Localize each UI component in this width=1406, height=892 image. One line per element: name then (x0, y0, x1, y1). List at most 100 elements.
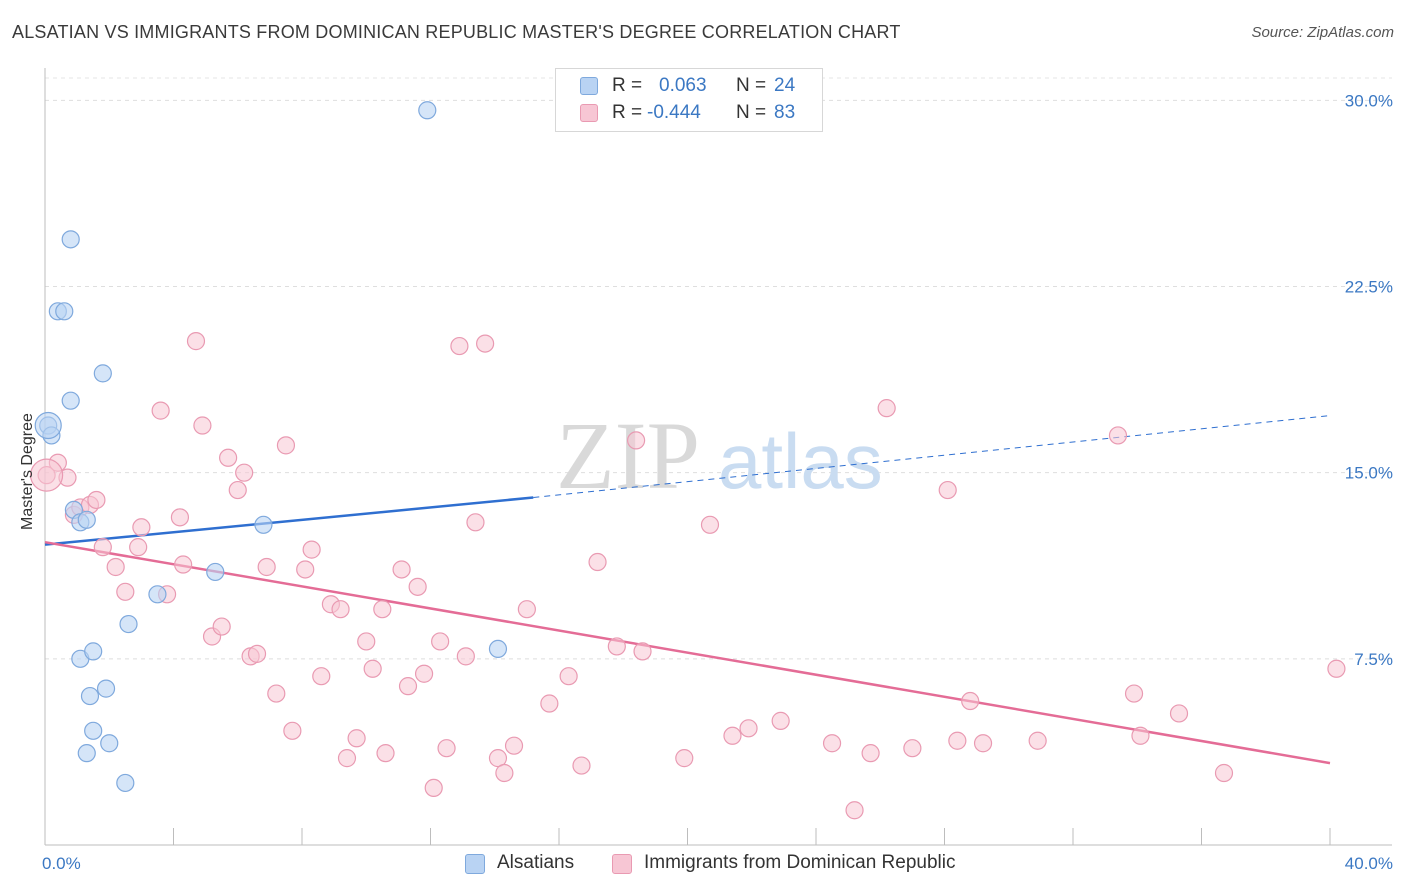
dominican-point (495, 763, 514, 783)
stats-box: R = 0.063 N = 24 R = -0.444 N = 83 (555, 68, 823, 132)
stats-r-value: -0.444 (647, 102, 701, 123)
dominican-point (357, 632, 376, 651)
dominican-point (700, 515, 720, 534)
y-axis-label: Master's Degree (19, 413, 36, 530)
dominican-point (1108, 426, 1128, 445)
dominican-point (228, 480, 247, 500)
stats-row-alsatians: R = 0.063 N = 24 (556, 73, 822, 99)
dominican-point (476, 334, 495, 353)
alsatian-point (148, 585, 167, 604)
data-points (30, 101, 1346, 820)
dominican-trend-line (44, 540, 1331, 765)
alsatian-point (77, 744, 96, 763)
legend-label: Immigrants from Dominican Republic (644, 852, 956, 873)
legend-swatch-pink (612, 854, 632, 874)
dominican-point (437, 739, 456, 758)
dominican-point (450, 336, 469, 356)
stats-r-value: 0.063 (659, 75, 707, 96)
dominican-point (235, 463, 254, 482)
dominican-point (106, 557, 125, 577)
y-tick-label: 7.5% (1354, 650, 1393, 669)
dominican-point (116, 582, 135, 601)
trend-lines (44, 415, 1331, 765)
legend-swatch-blue (465, 854, 485, 874)
axes (44, 68, 1392, 846)
watermark-zip: ZIP (556, 402, 700, 509)
alsatian-point (80, 686, 100, 706)
dominican-point (633, 642, 652, 661)
dominican-point (398, 677, 418, 696)
stats-r-label: R = (612, 75, 643, 96)
alsatian-point (84, 642, 103, 661)
dominican-point (822, 734, 842, 753)
dominican-point (466, 513, 485, 532)
alsatian-point (119, 614, 138, 634)
dominican-point (129, 538, 148, 557)
x-tick-label: 0.0% (42, 854, 81, 873)
alsatian-point (84, 721, 103, 740)
dominican-point (861, 744, 880, 763)
y-tick-labels: 7.5% 15.0% 22.5% 30.0% (1345, 91, 1393, 668)
dominican-point (151, 401, 170, 420)
dominican-point (675, 749, 694, 768)
dominican-point (331, 600, 350, 619)
dominican-point (1124, 684, 1144, 703)
dominican-point (1028, 731, 1047, 750)
stats-n-value: 83 (774, 102, 796, 123)
dominican-point (408, 577, 427, 596)
dominican-point (283, 721, 302, 740)
dominican-point (517, 600, 536, 619)
stats-row-dominican: R = -0.444 N = 83 (556, 100, 822, 126)
dominican-point (247, 644, 267, 663)
stats-swatch-blue (580, 77, 598, 95)
dominican-point (30, 458, 64, 492)
dominican-point (1214, 763, 1234, 783)
stats-n-label: N = (736, 75, 767, 96)
dominican-point (588, 552, 607, 572)
dominican-point (607, 637, 626, 656)
dominican-point (559, 667, 578, 686)
dominican-point (219, 448, 238, 467)
y-tick-label: 30.0% (1345, 91, 1393, 110)
stats-swatch-pink (580, 104, 598, 122)
dominican-point (540, 694, 559, 713)
legend-label: Alsatians (497, 852, 575, 873)
alsatian-point (34, 411, 62, 440)
dominican-point (132, 518, 151, 537)
y-tick-label: 15.0% (1345, 464, 1393, 483)
alsatian-point (254, 515, 273, 534)
dominican-point (845, 801, 864, 820)
alsatian-point (488, 639, 508, 659)
dominican-point (414, 664, 434, 683)
dominican-point (771, 711, 790, 730)
dominican-point (257, 557, 276, 577)
dominican-point (456, 647, 475, 666)
dominican-point (1169, 704, 1189, 723)
alsatian-point (96, 679, 116, 698)
alsatian-point (116, 773, 135, 793)
alsatian-trend-dashed (533, 415, 1331, 498)
dominican-point (739, 719, 758, 738)
dominican-point (276, 436, 296, 455)
dominican-point (312, 667, 331, 686)
dominican-point (948, 731, 967, 750)
dominican-point (212, 617, 231, 636)
dominican-point (373, 600, 392, 619)
dominican-point (504, 736, 524, 755)
source-label: Source: ZipAtlas.com (1251, 24, 1394, 41)
alsatian-point (55, 302, 74, 321)
dominican-point (392, 560, 411, 579)
dominican-point (973, 734, 993, 753)
alsatian-point (61, 230, 80, 249)
dominican-point (424, 778, 443, 798)
stats-n-value: 24 (774, 75, 796, 96)
y-tick-label: 22.5% (1345, 278, 1393, 297)
legend: Alsatians Immigrants from Dominican Repu… (0, 852, 1406, 876)
dominican-point (961, 691, 980, 711)
stats-n-label: N = (736, 102, 767, 123)
x-tick-label: 40.0% (1345, 854, 1393, 873)
watermark-atlas: atlas (718, 417, 883, 505)
alsatian-point (418, 101, 437, 120)
dominican-point (363, 659, 382, 678)
